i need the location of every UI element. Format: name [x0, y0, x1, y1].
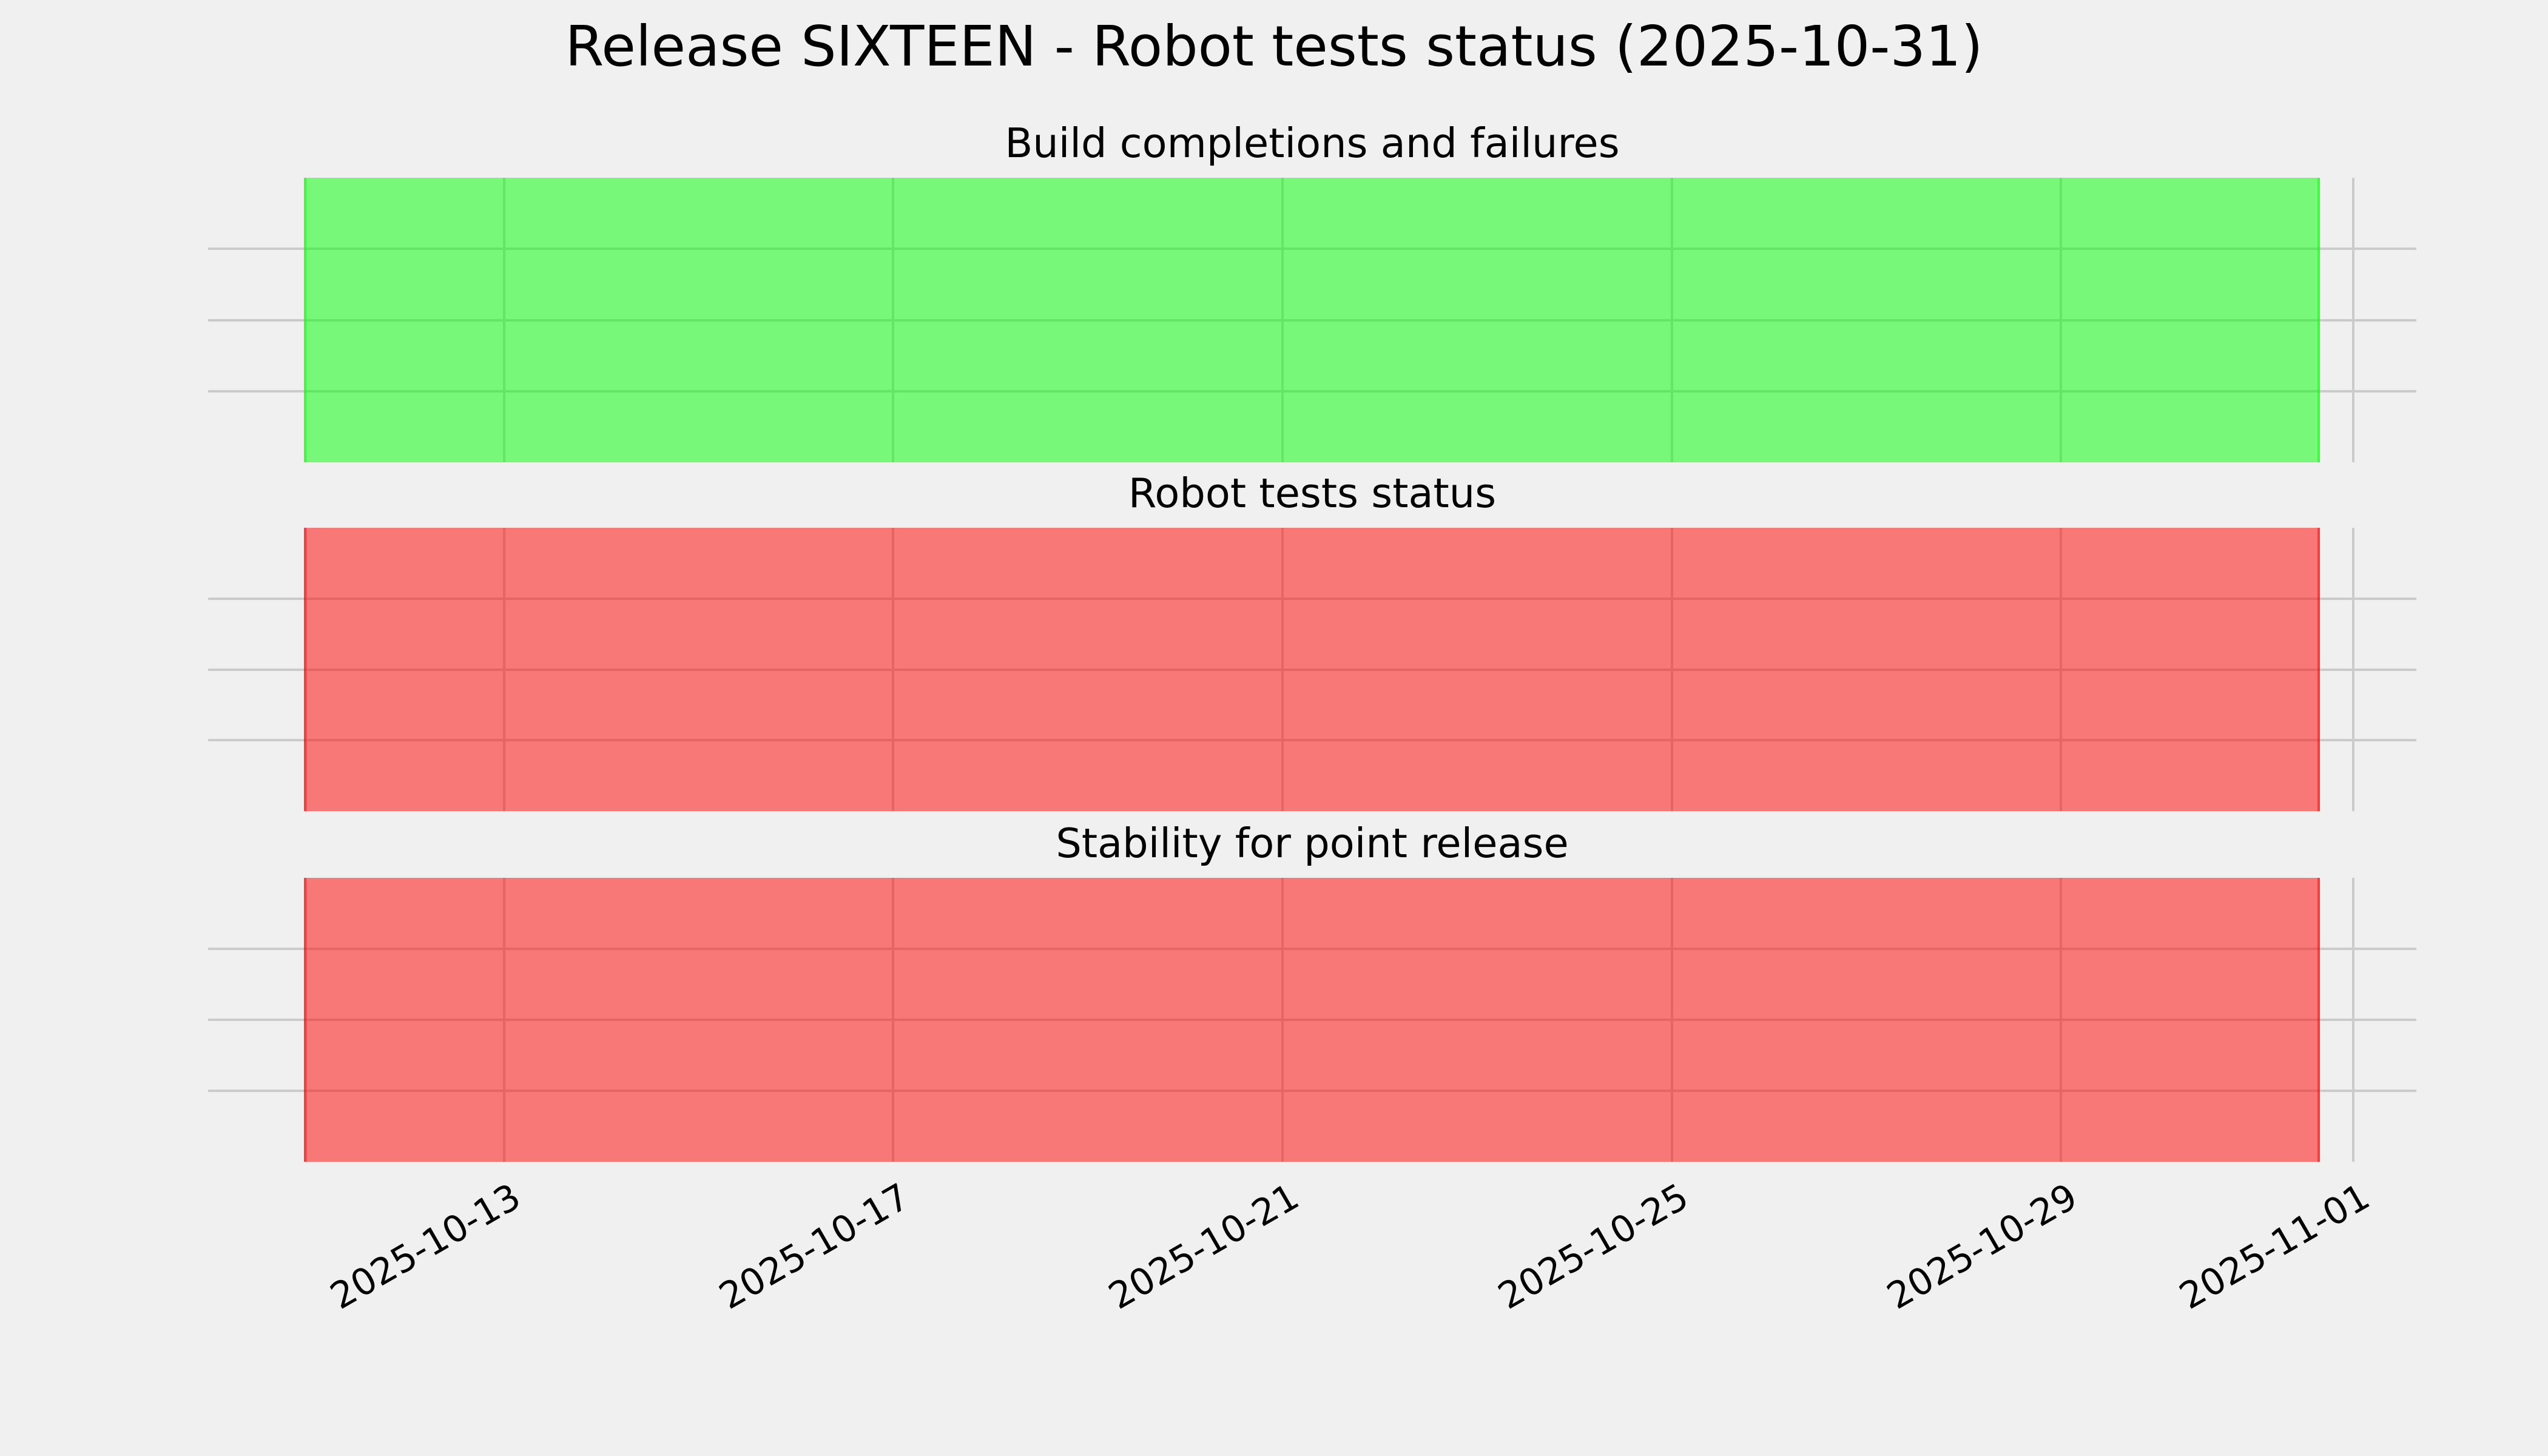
panel-subtitle-2: Robot tests status [1128, 470, 1497, 517]
panel-axes-1 [208, 178, 2416, 462]
panel-subtitle-3: Stability for point release [1056, 820, 1569, 867]
fill-edge-left [304, 528, 306, 811]
status-band-fill [304, 878, 2320, 1162]
panel-axes-3 [208, 878, 2416, 1162]
x-tick-label: 2025-11-01 [2172, 1175, 2377, 1318]
fill-edge-left [304, 878, 306, 1162]
gridline-vertical [2352, 528, 2354, 811]
status-band-fill [304, 528, 2320, 811]
x-tick-label: 2025-10-29 [1880, 1175, 2085, 1318]
fill-edge-right [2317, 528, 2320, 811]
figure-title: Release SIXTEEN - Robot tests status (20… [565, 14, 1983, 79]
x-tick-label: 2025-10-17 [712, 1175, 917, 1318]
fill-edge-right [2317, 178, 2320, 462]
gridline-vertical [2352, 178, 2354, 462]
fill-edge-right [2317, 878, 2320, 1162]
x-tick-label: 2025-10-25 [1491, 1175, 1696, 1318]
panel-subtitle-1: Build completions and failures [1005, 120, 1620, 167]
gridline-vertical [2352, 878, 2354, 1162]
x-tick-label: 2025-10-13 [323, 1175, 528, 1318]
panel-axes-2 [208, 528, 2416, 811]
status-band-fill [304, 178, 2320, 462]
fill-edge-left [304, 178, 306, 462]
x-tick-label: 2025-10-21 [1102, 1175, 1306, 1318]
